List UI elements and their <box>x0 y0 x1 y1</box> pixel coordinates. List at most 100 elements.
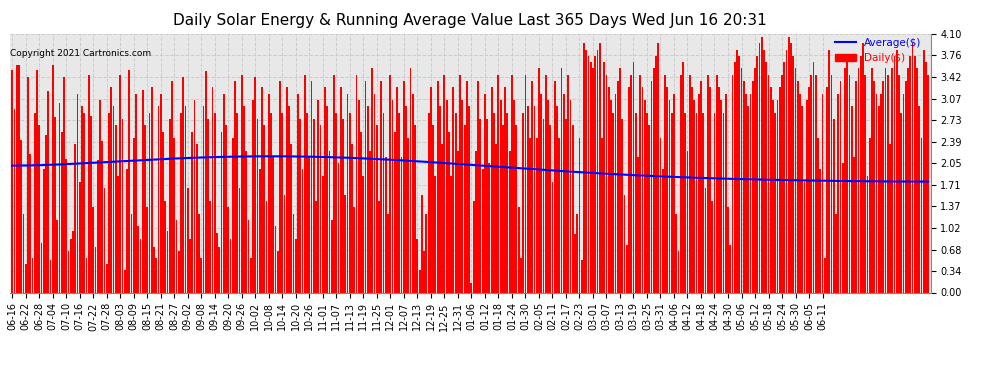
Bar <box>532 81 533 292</box>
Bar <box>27 77 29 292</box>
Bar <box>138 226 140 292</box>
Bar <box>751 81 753 292</box>
Bar <box>696 112 697 292</box>
Bar <box>712 201 713 292</box>
Bar <box>734 62 736 292</box>
Bar <box>677 252 679 292</box>
Bar <box>887 75 889 292</box>
Bar <box>664 75 666 292</box>
Bar <box>463 125 465 292</box>
Bar <box>18 64 20 292</box>
Bar <box>873 81 875 292</box>
Bar <box>851 106 852 292</box>
Bar <box>741 69 742 292</box>
Bar <box>603 62 605 292</box>
Bar <box>642 87 644 292</box>
Bar <box>761 37 762 292</box>
Bar <box>529 138 531 292</box>
Bar <box>597 50 598 292</box>
Bar <box>234 81 236 292</box>
Bar <box>166 231 168 292</box>
Bar <box>232 138 234 292</box>
Bar <box>727 207 729 292</box>
Bar <box>265 201 267 292</box>
Bar <box>383 112 384 292</box>
Bar <box>673 94 675 292</box>
Bar <box>468 106 470 292</box>
Bar <box>454 112 456 292</box>
Bar <box>159 94 161 292</box>
Bar <box>866 176 868 292</box>
Bar <box>446 100 447 292</box>
Bar <box>45 135 47 292</box>
Bar <box>714 112 716 292</box>
Bar <box>594 56 596 292</box>
Bar <box>14 109 15 292</box>
Bar <box>723 112 725 292</box>
Bar <box>212 87 214 292</box>
Bar <box>380 81 382 292</box>
Bar <box>184 106 186 292</box>
Bar <box>833 119 835 292</box>
Bar <box>426 214 428 292</box>
Bar <box>705 188 707 292</box>
Bar <box>439 106 441 292</box>
Bar <box>767 75 769 292</box>
Bar <box>279 81 281 292</box>
Bar <box>648 125 650 292</box>
Bar <box>869 138 871 292</box>
Bar <box>601 138 603 292</box>
Bar <box>640 75 642 292</box>
Bar <box>646 112 647 292</box>
Bar <box>461 100 463 292</box>
Bar <box>806 100 808 292</box>
Bar <box>901 112 902 292</box>
Bar <box>763 50 765 292</box>
Bar <box>864 75 866 292</box>
Bar <box>48 90 50 292</box>
Bar <box>450 176 452 292</box>
Bar <box>657 43 659 292</box>
Bar <box>509 150 511 292</box>
Bar <box>808 87 810 292</box>
Bar <box>41 243 43 292</box>
Bar <box>11 70 13 292</box>
Bar <box>205 71 207 292</box>
Bar <box>836 214 837 292</box>
Bar <box>556 106 557 292</box>
Bar <box>51 64 53 292</box>
Bar <box>894 56 896 292</box>
Bar <box>162 132 164 292</box>
Bar <box>148 112 150 292</box>
Bar <box>739 56 741 292</box>
Bar <box>459 75 461 292</box>
Bar <box>482 170 483 292</box>
Bar <box>691 87 693 292</box>
Bar <box>248 220 249 292</box>
Bar <box>650 81 652 292</box>
Bar <box>551 182 553 292</box>
Bar <box>477 81 479 292</box>
Bar <box>200 258 202 292</box>
Bar <box>131 214 133 292</box>
Bar <box>315 201 317 292</box>
Bar <box>203 106 204 292</box>
Bar <box>244 106 245 292</box>
Bar <box>475 150 477 292</box>
Bar <box>511 75 513 292</box>
Bar <box>385 157 387 292</box>
Bar <box>486 119 488 292</box>
Bar <box>239 188 241 292</box>
Bar <box>527 106 529 292</box>
Bar <box>572 125 573 292</box>
Bar <box>135 94 137 292</box>
Bar <box>772 100 774 292</box>
Bar <box>367 106 368 292</box>
Bar <box>348 112 350 292</box>
Bar <box>693 100 695 292</box>
Bar <box>304 75 306 292</box>
Bar <box>133 138 135 292</box>
Bar <box>142 90 144 292</box>
Bar <box>896 50 898 292</box>
Bar <box>270 112 272 292</box>
